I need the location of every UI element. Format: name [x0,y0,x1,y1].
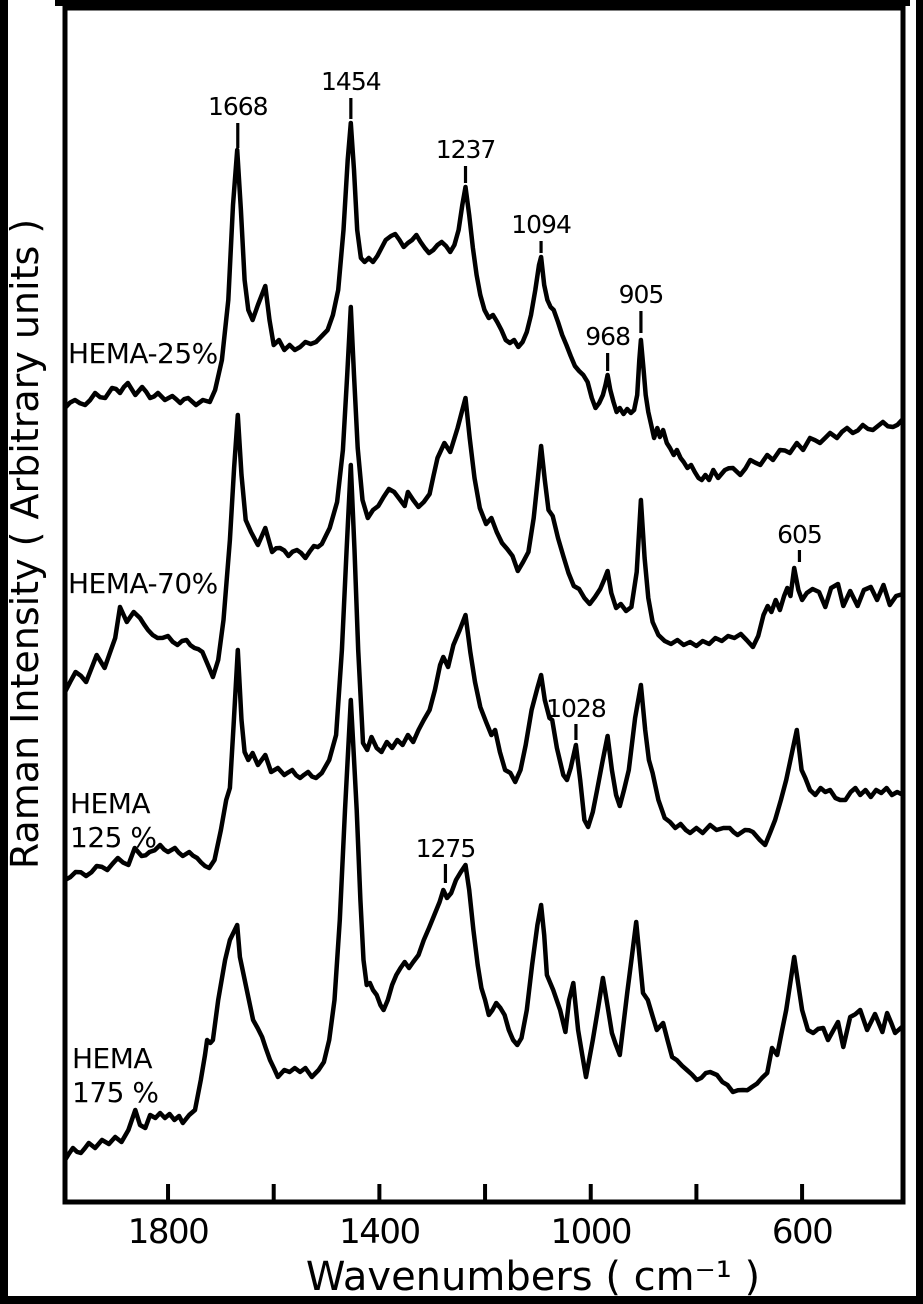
x-tick-label-1800: 1800 [128,1212,209,1252]
peak-annotation-label-968: 968 [585,322,630,351]
x-tick-label-1400: 1400 [339,1212,420,1252]
peak-annotation-605: 605 [777,520,823,562]
spectrum-curve-hema-125- [62,462,906,883]
x-tick-label-600: 600 [772,1212,832,1252]
peak-annotation-label-1454: 1454 [321,67,381,96]
peak-annotation-1094: 1094 [511,210,572,253]
spectrum-label-hema-175-: 175 % [72,1076,158,1109]
peak-annotation-905: 905 [619,280,664,333]
x-axis-ticks [166,1184,805,1200]
spectra [62,120,906,1163]
peak-annotation-label-1275: 1275 [416,834,476,863]
x-tick-label-1000: 1000 [550,1212,631,1252]
x-axis-tick-labels: 1800 1400 1000 600 [128,1212,834,1252]
peak-annotation-label-905: 905 [619,280,664,309]
y-axis-title: Raman Intensity ( Arbitrary units ) [3,219,47,869]
peak-annotations: 1668 1454 1237 1094 968 905 605 1028 1275 [208,67,823,883]
peak-annotation-1028: 1028 [546,694,607,740]
peak-annotation-label-1668: 1668 [208,92,268,121]
peak-annotation-label-1094: 1094 [511,210,571,239]
peak-annotation-968: 968 [585,322,631,371]
spectrum-curve-hema-70- [62,304,906,695]
spectrum-curve-hema-25- [62,120,905,483]
plot-frame [62,5,906,1205]
peak-annotation-1237: 1237 [436,135,496,183]
scan-border-left [0,0,8,1304]
spectrum-label-hema-175-: HEMA [72,1042,152,1075]
scan-border-bottom [0,1296,923,1304]
spectrum-curve-hema-175- [62,697,905,1163]
scan-border-right [916,0,923,1304]
peak-annotation-label-1237: 1237 [436,135,496,164]
peak-annotation-label-605: 605 [777,520,822,549]
spectrum-label-hema-70-: HEMA-70% [68,567,218,600]
x-axis-title: Wavenumbers ( cm⁻¹ ) [306,1254,760,1300]
spectrum-label-hema-25-: HEMA-25% [68,337,218,370]
peak-annotation-1668: 1668 [208,92,269,148]
scan-border-top [55,0,910,6]
peak-annotation-1275: 1275 [416,834,476,883]
spectrum-label-hema-125-: HEMA [70,787,150,820]
spectrum-label-hema-125-: 125 % [70,821,156,854]
peak-annotation-1454: 1454 [321,67,382,119]
peak-annotation-label-1028: 1028 [546,694,606,723]
